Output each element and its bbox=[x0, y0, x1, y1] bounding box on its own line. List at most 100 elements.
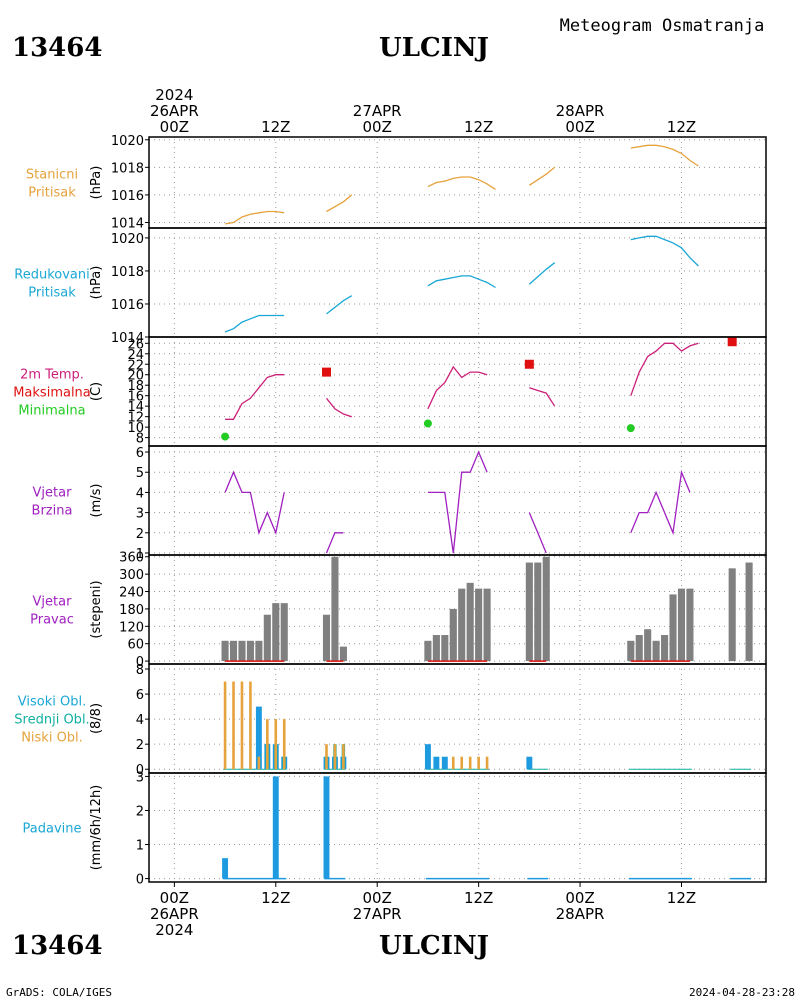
y-axis-label: (8/8) bbox=[89, 703, 104, 734]
time-tick-label-top: 00Z bbox=[565, 118, 594, 136]
high-cloud-bar bbox=[433, 756, 440, 770]
min-temp-marker bbox=[221, 432, 230, 441]
time-tick-label-top: 12Z bbox=[464, 118, 493, 136]
y-tick-label: 360 bbox=[119, 551, 144, 566]
low-cloud-bar bbox=[342, 744, 345, 770]
panel-label: Vjetar bbox=[33, 486, 73, 501]
wind-dir-bar bbox=[331, 556, 339, 662]
y-tick-label: 2 bbox=[136, 804, 144, 819]
y-tick-label: 16 bbox=[127, 390, 144, 405]
station-name-top: ULCINJ bbox=[379, 33, 489, 63]
wind-dir-bar bbox=[280, 603, 288, 662]
wind-dir-bar bbox=[745, 562, 753, 662]
series-line bbox=[427, 365, 488, 410]
wind-dir-bar bbox=[661, 635, 669, 662]
y-tick-label: 5 bbox=[136, 466, 144, 481]
wind-dir-bar bbox=[677, 588, 686, 662]
time-tick-label-bottom: 12Z bbox=[667, 889, 696, 907]
y-axis-label: (C) bbox=[89, 382, 104, 401]
station-id-bottom: 13464 bbox=[12, 931, 102, 961]
time-tick-label-top: 2024 bbox=[155, 86, 193, 104]
series-line bbox=[427, 275, 496, 289]
y-tick-label: 4 bbox=[136, 486, 144, 501]
series-line bbox=[326, 194, 353, 213]
wind-dir-bar bbox=[272, 603, 280, 662]
panel-label: Maksimalna bbox=[13, 386, 91, 401]
wind-dir-bar bbox=[466, 582, 474, 662]
wind-dir-bar bbox=[424, 640, 432, 662]
wind-dir-bar bbox=[246, 640, 254, 662]
series-line bbox=[630, 235, 699, 267]
panel-4: 1 2 3 4 5 6 (m/s) Vjetar Brzina bbox=[32, 445, 767, 562]
low-cloud-bar bbox=[282, 719, 286, 770]
time-tick-label-bottom: 28APR bbox=[556, 905, 605, 923]
y-tick-label: 1018 bbox=[111, 161, 144, 176]
y-axis-label: (hPa) bbox=[89, 266, 104, 300]
low-cloud-bar bbox=[460, 756, 464, 770]
min-temp-marker bbox=[626, 424, 635, 433]
y-axis-label: (m/s) bbox=[89, 484, 104, 518]
low-cloud-bar bbox=[325, 744, 328, 770]
wind-dir-bar bbox=[644, 629, 652, 662]
wind-dir-bar bbox=[475, 588, 483, 662]
y-tick-label: 6 bbox=[136, 688, 144, 703]
panel-frame bbox=[148, 445, 767, 556]
time-tick-label-bottom: 12Z bbox=[261, 889, 290, 907]
panel-6: 0 2 4 6 8 (8/8)Visoki Obl. Srednji Obl. Niski O… bbox=[14, 663, 767, 778]
y-tick-label: 3 bbox=[136, 507, 144, 522]
low-cloud-bar bbox=[240, 681, 244, 770]
panel-5: 0 60 120 180 240 300 360 (stepeni) Vjetar Pravac bbox=[30, 551, 767, 670]
y-tick-label: 0 bbox=[136, 763, 144, 778]
series-line bbox=[529, 387, 556, 407]
wind-dir-bar bbox=[255, 640, 263, 662]
series-line bbox=[325, 397, 352, 418]
max-temp-marker bbox=[524, 359, 534, 369]
y-tick-label: 1020 bbox=[111, 232, 144, 247]
low-cloud-bar bbox=[232, 681, 235, 770]
panel-label: Pritisak bbox=[28, 186, 76, 201]
y-tick-label: 1016 bbox=[111, 298, 144, 313]
panel-7: 0 1 2 3 (mm/6h/12h) Padavine bbox=[23, 770, 767, 888]
panel-1: 1014 1016 1018 1020 (hPa) Stanicni Pritisak bbox=[26, 134, 767, 231]
wind-dir-bar bbox=[432, 635, 440, 662]
wind-dir-bar bbox=[263, 614, 271, 662]
y-tick-label: 1 bbox=[136, 839, 144, 854]
y-tick-label: 4 bbox=[136, 713, 144, 728]
series-line bbox=[427, 176, 496, 190]
panel-label: Pritisak bbox=[28, 286, 76, 301]
y-tick-label: 2 bbox=[136, 527, 144, 542]
panel-label: Niski Obl. bbox=[21, 731, 83, 746]
time-tick-label-top: 00Z bbox=[363, 118, 392, 136]
wind-dir-bar bbox=[441, 635, 449, 662]
panel-label: Srednji Obl. bbox=[14, 713, 89, 728]
low-cloud-bar bbox=[266, 719, 269, 770]
series-line bbox=[630, 342, 699, 396]
series-line bbox=[326, 295, 353, 315]
series-line bbox=[224, 210, 285, 225]
low-cloud-bar bbox=[257, 756, 261, 770]
y-tick-label: 60 bbox=[127, 638, 144, 653]
series-line bbox=[630, 144, 699, 167]
time-tick-label-top: 12Z bbox=[667, 118, 696, 136]
y-tick-label: 2 bbox=[136, 738, 144, 753]
footer-timestamp: 2024-04-28-23:28 bbox=[689, 986, 795, 999]
series-line bbox=[224, 314, 285, 333]
time-tick-label-bottom: 00Z bbox=[160, 889, 189, 907]
max-temp-marker bbox=[727, 337, 737, 347]
wind-dir-bar bbox=[238, 640, 246, 662]
wind-dir-bar bbox=[635, 635, 643, 662]
high-cloud-bar bbox=[441, 756, 448, 770]
y-tick-label: 300 bbox=[119, 568, 144, 583]
time-tick-label-top: 27APR bbox=[353, 102, 402, 120]
series-line bbox=[225, 374, 285, 420]
time-tick-label-top: 12Z bbox=[261, 118, 290, 136]
panel-label: 2m Temp. bbox=[20, 368, 84, 383]
high-cloud-bar bbox=[424, 744, 431, 770]
time-tick-label-bottom: 2024 bbox=[155, 921, 193, 939]
series-line bbox=[528, 166, 556, 186]
wind-dir-bar bbox=[728, 568, 736, 662]
panel-label: Brzina bbox=[32, 504, 73, 519]
wind-dir-bar bbox=[686, 588, 694, 662]
